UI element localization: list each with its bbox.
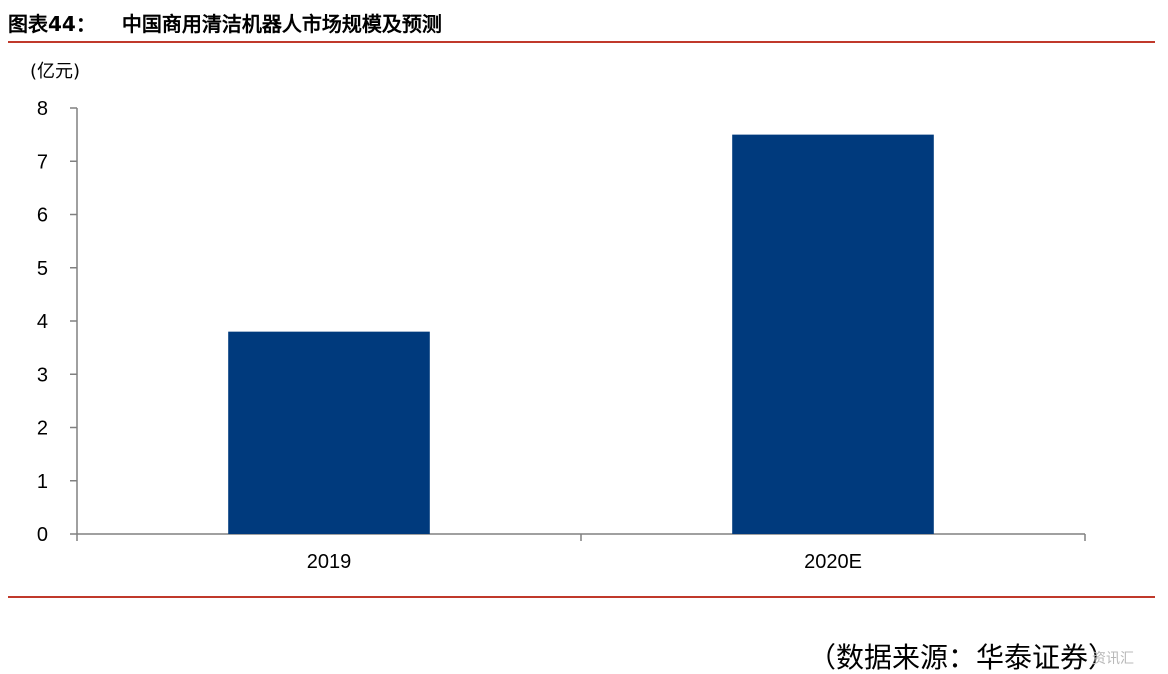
x-tick-labels: 2019 2020E [307,551,862,573]
chart-title-block: 图表44： 中国商用清洁机器人市场规模及预测 [8,8,442,37]
y-tick-labels: 0 1 2 3 4 5 6 7 8 [37,98,48,546]
x-tick-label: 2019 [307,551,352,573]
y-tick-label: 6 [37,205,48,227]
y-tick-label: 5 [37,258,48,280]
y-tick-label: 4 [37,311,48,333]
y-tick-label: 7 [37,151,48,173]
bar-chart: (亿元) 0 1 2 3 4 5 6 7 8 2019 2020E [30,61,1086,573]
bar-2020E [732,134,934,534]
watermark: 资讯汇 [1092,651,1134,667]
y-tick-label: 2 [37,418,48,440]
y-tick-label: 8 [37,98,48,120]
chart-bars [228,134,934,534]
y-unit-label: (亿元) [30,61,80,82]
bottom-divider [8,596,1155,598]
data-source: （数据来源：华泰证券） [808,641,1117,674]
y-tick-label: 3 [37,364,48,386]
y-tick-label: 1 [37,471,48,493]
chart-title: 中国商用清洁机器人市场规模及预测 [121,12,442,36]
bar-2019 [228,331,430,534]
figure-label: 图表44： [8,12,96,36]
x-tick-label: 2020E [804,551,862,573]
y-tick-label: 0 [37,524,48,546]
top-divider [8,41,1155,43]
